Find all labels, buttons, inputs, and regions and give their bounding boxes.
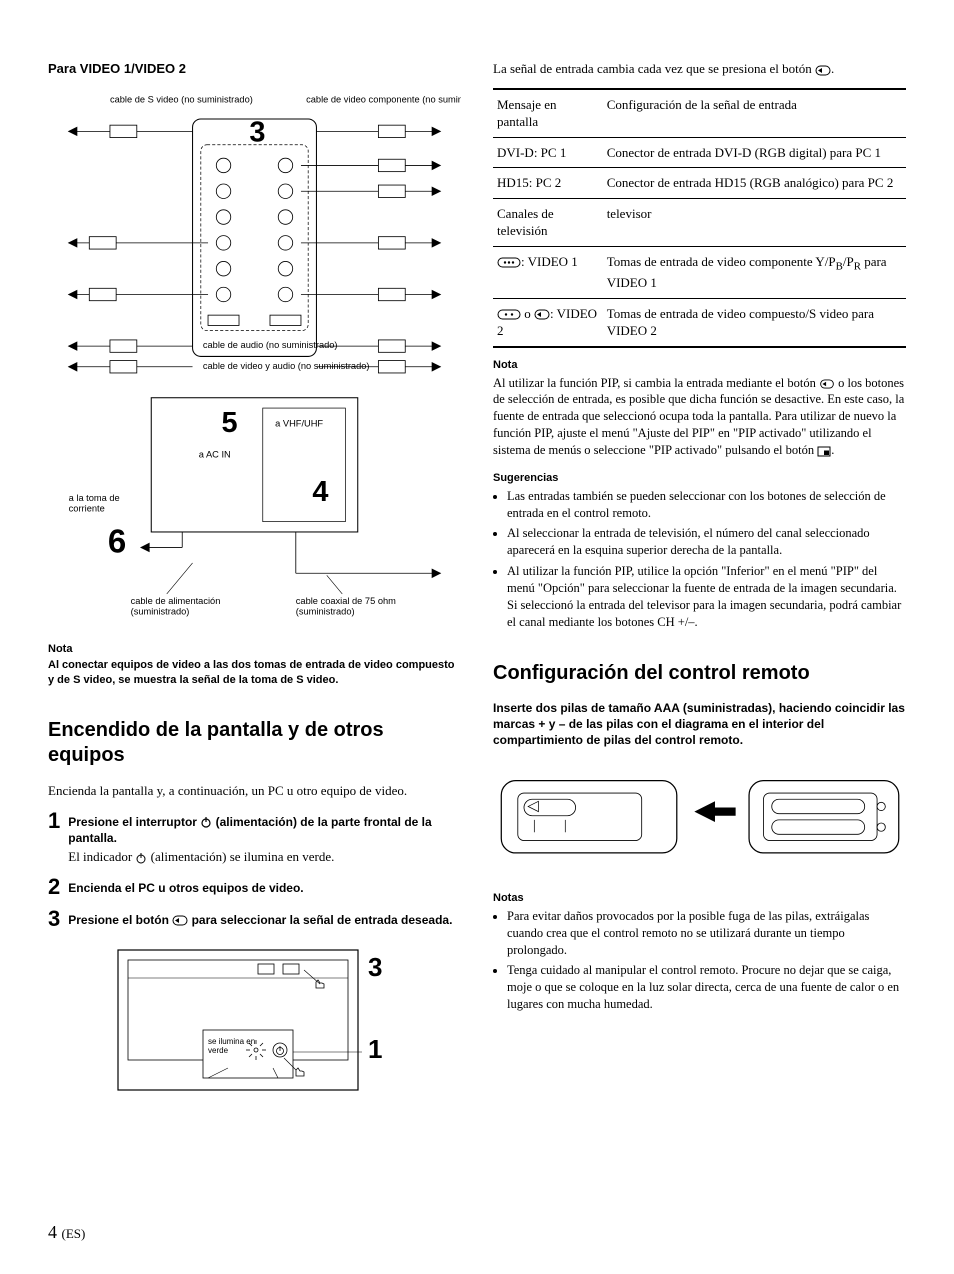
label-svideo: cable de S video (no suministrado): [110, 94, 253, 104]
step-3: 3 Presione el botón para seleccionar la …: [48, 908, 461, 930]
panel-num-1: 1: [368, 1034, 382, 1064]
th-config: Configuración de la señal de entrada: [603, 89, 906, 138]
diagram-num-3: 3: [249, 116, 265, 148]
front-panel-diagram: 3 se ilumina enverde 1: [48, 940, 461, 1113]
remote-diagram: [493, 760, 906, 877]
list-item: Tenga cuidado al manipular el control re…: [507, 962, 906, 1013]
sugerencias-list: Las entradas también se pueden seleccion…: [493, 488, 906, 631]
diagram-num-4: 4: [312, 476, 328, 508]
diagram-num-5: 5: [221, 406, 237, 438]
connection-diagram: cable de S video (no suministrado) cable…: [48, 88, 461, 628]
diagram-num-6: 6: [108, 522, 126, 559]
label-av: cable de video y audio (no suministrado): [203, 360, 370, 370]
input-icon: [815, 65, 831, 76]
nota-label-2: Nota: [493, 358, 906, 373]
nota-body-1: Al conectar equipos de video a las dos t…: [48, 658, 461, 688]
nota-body-2: Al utilizar la función PIP, si cambia la…: [493, 375, 906, 459]
heading-video: Para VIDEO 1/VIDEO 2: [48, 60, 461, 78]
step-1-title: Presione el interruptor (alimentación) d…: [68, 814, 461, 846]
list-item: Para evitar daños provocados por la posi…: [507, 908, 906, 959]
label-coax: cable coaxial de 75 ohm(suministrado): [296, 596, 396, 616]
step-1: 1 Presione el interruptor (alimentación)…: [48, 810, 461, 866]
step-2-title: Encienda el PC u otros equipos de video.: [68, 880, 303, 896]
table-row: : VIDEO 1 Tomas de entrada de video comp…: [493, 246, 906, 298]
input-icon: [819, 379, 835, 389]
nota-label-1: Nota: [48, 642, 461, 657]
pip-icon: [817, 446, 831, 457]
label-outlet: a la toma decorriente: [69, 493, 120, 513]
label-vhf: a VHF/UHF: [275, 418, 323, 428]
th-message: Mensaje en pantalla: [493, 89, 603, 138]
label-acin: a AC IN: [199, 449, 231, 459]
step-num-3: 3: [48, 908, 60, 930]
remote-intro: Inserte dos pilas de tamaño AAA (suminis…: [493, 700, 906, 749]
signal-table: Mensaje en pantalla Configuración de la …: [493, 88, 906, 348]
step-1-detail: El indicador (alimentación) se ilumina e…: [68, 848, 461, 866]
step-3-title: Presione el botón para seleccionar la se…: [68, 912, 452, 928]
input-icon: [172, 915, 188, 926]
notas-list: Para evitar daños provocados por la posi…: [493, 908, 906, 1013]
table-row: o : VIDEO 2 Tomas de entrada de video co…: [493, 298, 906, 347]
label-audio: cable de audio (no suministrado): [203, 340, 338, 350]
power-icon: [135, 852, 147, 864]
arrow-icon: [694, 802, 735, 823]
heading-power: Encendido de la pantalla y de otros equi…: [48, 718, 461, 768]
table-row: DVI-D: PC 1 Conector de entrada DVI-D (R…: [493, 137, 906, 168]
panel-num-3: 3: [368, 952, 382, 982]
notas-label: Notas: [493, 891, 906, 906]
list-item: Al seleccionar la entrada de televisión,…: [507, 525, 906, 559]
heading-remote: Configuración del control remoto: [493, 661, 906, 686]
label-power: cable de alimentación(suministrado): [131, 596, 221, 616]
table-row: HD15: PC 2 Conector de entrada HD15 (RGB…: [493, 168, 906, 199]
step-2: 2 Encienda el PC u otros equipos de vide…: [48, 876, 461, 898]
step-num-1: 1: [48, 810, 60, 866]
sugerencias-label: Sugerencias: [493, 471, 906, 486]
power-icon: [200, 816, 212, 828]
svideo-icon: [534, 309, 550, 320]
list-item: Al utilizar la función PIP, utilice la o…: [507, 563, 906, 631]
power-intro: Encienda la pantalla y, a continuación, …: [48, 782, 461, 800]
composite-icon: [497, 309, 521, 320]
component-icon: [497, 257, 521, 268]
signal-intro: La señal de entrada cambia cada vez que …: [493, 60, 906, 78]
step-num-2: 2: [48, 876, 60, 898]
page-number: 4 (ES): [48, 1220, 85, 1244]
table-row: Canales de televisión televisor: [493, 198, 906, 246]
label-component: cable de video componente (no suministra…: [306, 94, 461, 104]
list-item: Las entradas también se pueden seleccion…: [507, 488, 906, 522]
